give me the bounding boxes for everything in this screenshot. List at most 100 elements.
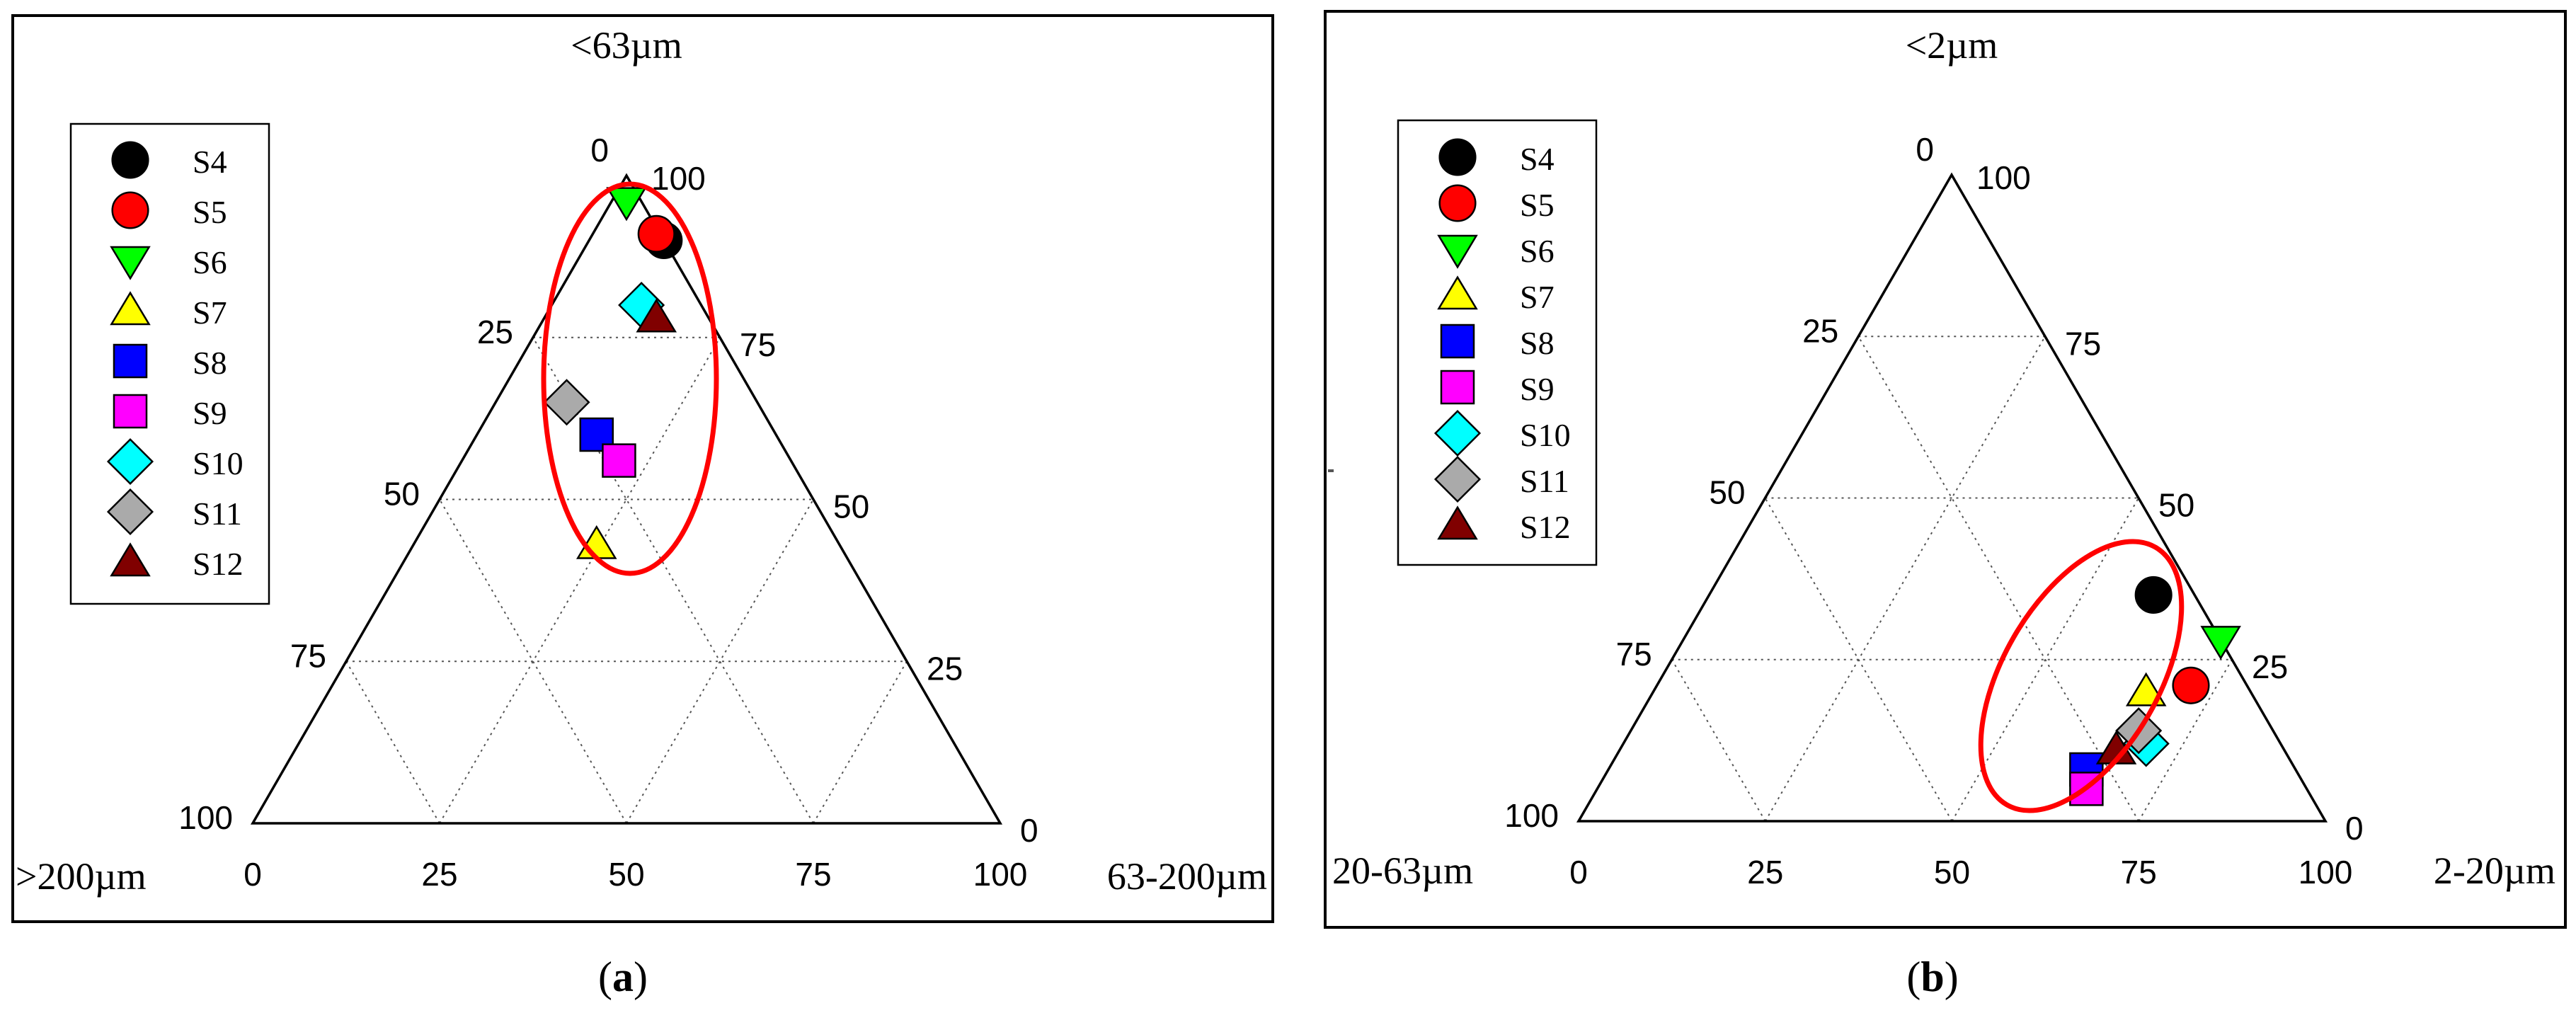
bottom-tick-label: 75 <box>2121 854 2157 891</box>
caption-b-letter: b <box>1920 954 1944 1000</box>
legend-label: S10 <box>1520 417 1571 453</box>
legend-label: S7 <box>193 294 227 331</box>
legend-label: S12 <box>1520 509 1571 545</box>
data-point-s11 <box>543 379 590 426</box>
bottom-tick-label: 50 <box>608 856 644 893</box>
legend-marker-s12 <box>1437 505 1478 540</box>
apex-label-right: 2-20µm <box>2434 849 2555 892</box>
legend-marker-s10 <box>106 437 154 486</box>
legend-marker-s9 <box>113 394 148 429</box>
left-tick-label: 25 <box>477 314 513 350</box>
legend-label: S7 <box>1520 279 1555 315</box>
bottom-tick-label: 75 <box>795 856 831 893</box>
legend-marker-s7 <box>110 291 151 326</box>
left-tick-label: 0 <box>590 132 609 168</box>
legend-marker-s11 <box>106 488 154 536</box>
legend-box <box>1397 119 1598 566</box>
legend-label: S9 <box>193 395 227 431</box>
legend-label: S11 <box>1520 463 1569 499</box>
right-tick-label: 75 <box>740 326 776 363</box>
legend-label: S12 <box>193 546 244 582</box>
right-tick-label: 0 <box>2345 810 2364 847</box>
left-tick-label: 75 <box>290 637 326 674</box>
grid-line-left-diagonal <box>1764 336 2046 822</box>
ternary-triangle <box>250 173 1003 825</box>
bottom-tick-label: 100 <box>973 856 1028 893</box>
data-point-s12 <box>636 298 677 333</box>
legend-label: S10 <box>193 445 244 481</box>
legend-label: S4 <box>1520 141 1555 177</box>
right-tick-label: 100 <box>651 160 706 197</box>
ternary-chart-b: 0 25 50 75 100 0 25 50 75 100 100 75 50 25 0 <2µm 20-63µ… <box>1332 24 2555 892</box>
data-point-s9 <box>2069 772 2104 806</box>
data-point-s5 <box>2172 666 2210 704</box>
left-tick-label: 25 <box>1802 312 1838 349</box>
legend-label: S5 <box>193 194 227 230</box>
legend-marker-s11 <box>1433 455 1482 503</box>
left-tick-label: 75 <box>1616 636 1652 673</box>
caption-a-letter: a <box>612 954 634 1000</box>
legend-label: S8 <box>193 345 227 381</box>
left-tick-label: 50 <box>1709 474 1745 511</box>
apex-label-left: 20-63µm <box>1332 849 1473 892</box>
legend-marker-s7 <box>1437 275 1478 310</box>
legend-marker-s4 <box>111 141 149 179</box>
ternary-chart-a: 0 25 50 75 100 0 25 50 75 100 100 75 50 25 0 <63µm >200µ… <box>16 24 1267 898</box>
caption-b: (b) <box>1906 954 1958 1000</box>
apex-label-top: <63µm <box>571 24 682 67</box>
left-tick-label: 100 <box>1504 797 1559 834</box>
legend-label: S9 <box>1520 371 1555 407</box>
left-tick-label: 0 <box>1916 131 1934 168</box>
legend-marker-s6 <box>110 246 151 280</box>
right-tick-label: 25 <box>2252 648 2288 685</box>
grid-line-right-diagonal <box>1857 336 2140 822</box>
legend-marker-s8 <box>113 343 148 379</box>
bottom-tick-label: 25 <box>1747 854 1783 891</box>
right-tick-label: 75 <box>2065 325 2101 362</box>
grid-line-left-diagonal <box>439 337 721 824</box>
data-point-s6 <box>606 187 647 222</box>
bottom-tick-label: 0 <box>244 856 262 893</box>
apex-label-top: <2µm <box>1906 24 1998 67</box>
grid-line-right-diagonal <box>1764 497 1953 822</box>
legend-label: S11 <box>193 496 242 532</box>
right-tick-label: 50 <box>833 488 869 525</box>
bottom-tick-label: 100 <box>2299 854 2353 891</box>
legend-marker-s4 <box>1438 138 1477 176</box>
legend-marker-s9 <box>1440 370 1475 405</box>
legend-marker-s12 <box>110 542 151 577</box>
right-tick-label: 25 <box>927 650 963 687</box>
legend-marker-s5 <box>111 191 149 229</box>
apex-label-right: 63-200µm <box>1107 855 1267 898</box>
data-point-s4 <box>2134 576 2173 614</box>
legend-marker-s8 <box>1440 324 1475 359</box>
highlight-ellipse <box>1978 539 2185 813</box>
left-tick-label: 100 <box>178 799 233 836</box>
right-tick-label: 50 <box>2158 487 2194 524</box>
legend-marker-s6 <box>1437 234 1478 269</box>
legend-label: S4 <box>193 144 227 180</box>
bottom-tick-label: 50 <box>1934 854 1970 891</box>
legend-marker-s5 <box>1438 184 1477 222</box>
ternary-triangle <box>1576 172 2328 823</box>
right-tick-label: 100 <box>1976 159 2031 196</box>
legend-label: S6 <box>193 244 227 280</box>
legend-box <box>69 122 270 605</box>
right-tick-label: 0 <box>1020 812 1038 849</box>
highlight-ellipse <box>541 181 719 576</box>
panel-b-stray-mark <box>1328 469 1334 472</box>
caption-a: (a) <box>598 954 648 1000</box>
grid-line-right-diagonal <box>532 337 814 824</box>
data-point-s5 <box>637 214 675 253</box>
legend-marker-s10 <box>1433 409 1482 457</box>
left-tick-label: 50 <box>384 476 420 513</box>
bottom-tick-label: 0 <box>1569 854 1588 891</box>
data-point-s9 <box>602 443 636 478</box>
legend-label: S5 <box>1520 187 1555 223</box>
bottom-tick-label: 25 <box>421 856 457 893</box>
data-point-s6 <box>2200 626 2241 660</box>
legend-label: S8 <box>1520 325 1555 361</box>
legend-label: S6 <box>1520 233 1555 269</box>
apex-label-left: >200µm <box>16 855 147 898</box>
